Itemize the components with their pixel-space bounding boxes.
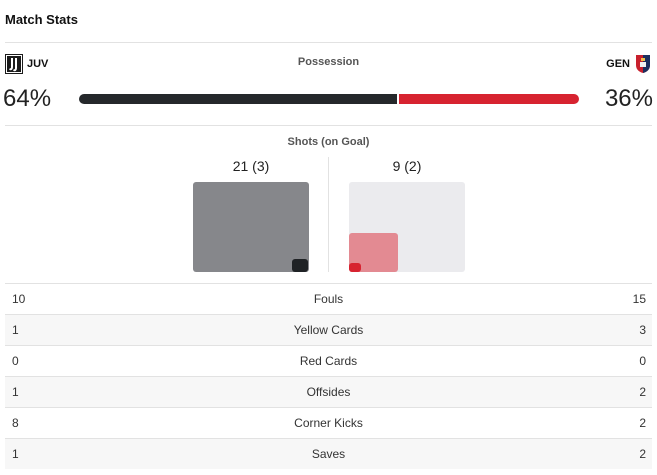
stats-table: 10 Fouls 15 1 Yellow Cards 3 0 Red Cards…: [5, 283, 652, 469]
home-shots-on-goal-marker: [292, 259, 308, 272]
home-stat-value: 8: [12, 416, 19, 430]
stat-label: Offsides: [306, 385, 351, 399]
away-possession-value: 36%: [604, 85, 653, 112]
away-stat-value: 2: [639, 416, 646, 430]
home-stat-value: 0: [12, 354, 19, 368]
stat-label: Red Cards: [299, 354, 358, 368]
away-possession-fill: [399, 94, 579, 104]
stat-row-red-cards: 0 Red Cards 0: [5, 345, 652, 376]
away-stat-value: 3: [639, 323, 646, 337]
home-shots-value: 21 (3): [232, 158, 270, 174]
away-stat-value: 0: [639, 354, 646, 368]
home-possession-value: 64%: [3, 85, 52, 112]
away-team-abbr: GEN: [606, 58, 630, 70]
possession-label: Possession: [297, 56, 360, 68]
stat-row-fouls: 10 Fouls 15: [5, 283, 652, 314]
home-stat-value: 10: [12, 292, 26, 306]
away-shots-box: [349, 182, 465, 272]
home-stat-value: 1: [12, 323, 19, 337]
away-stat-value: 2: [639, 385, 646, 399]
genoa-logo-icon: [634, 54, 652, 74]
away-shots-on-goal-marker: [349, 263, 361, 272]
away-team[interactable]: GEN: [606, 54, 652, 74]
away-stat-value: 2: [639, 447, 646, 461]
home-stat-value: 1: [12, 385, 19, 399]
home-stat-value: 1: [12, 447, 19, 461]
stat-row-yellow-cards: 1 Yellow Cards 3: [5, 314, 652, 345]
stat-label: Saves: [311, 447, 346, 461]
shots-label: Shots (on Goal): [287, 136, 370, 148]
page-title: Match Stats: [5, 12, 78, 27]
home-possession-fill: [79, 94, 399, 104]
home-team[interactable]: JUV: [5, 54, 48, 74]
stat-row-offsides: 1 Offsides 2: [5, 376, 652, 407]
stat-row-corner-kicks: 8 Corner Kicks 2: [5, 407, 652, 438]
stat-label: Corner Kicks: [294, 416, 363, 430]
stat-label: Yellow Cards: [293, 323, 364, 337]
divider: [5, 125, 652, 126]
juventus-logo-icon: [5, 54, 23, 74]
stat-row-saves: 1 Saves 2: [5, 438, 652, 469]
away-shots-value: 9 (2): [392, 158, 422, 174]
home-team-abbr: JUV: [27, 58, 49, 70]
away-stat-value: 15: [632, 292, 646, 306]
shots-divider: [328, 157, 329, 272]
stat-label: Fouls: [313, 292, 344, 306]
divider: [5, 42, 652, 43]
possession-bar: [79, 94, 579, 104]
home-shots-box: [193, 182, 309, 272]
